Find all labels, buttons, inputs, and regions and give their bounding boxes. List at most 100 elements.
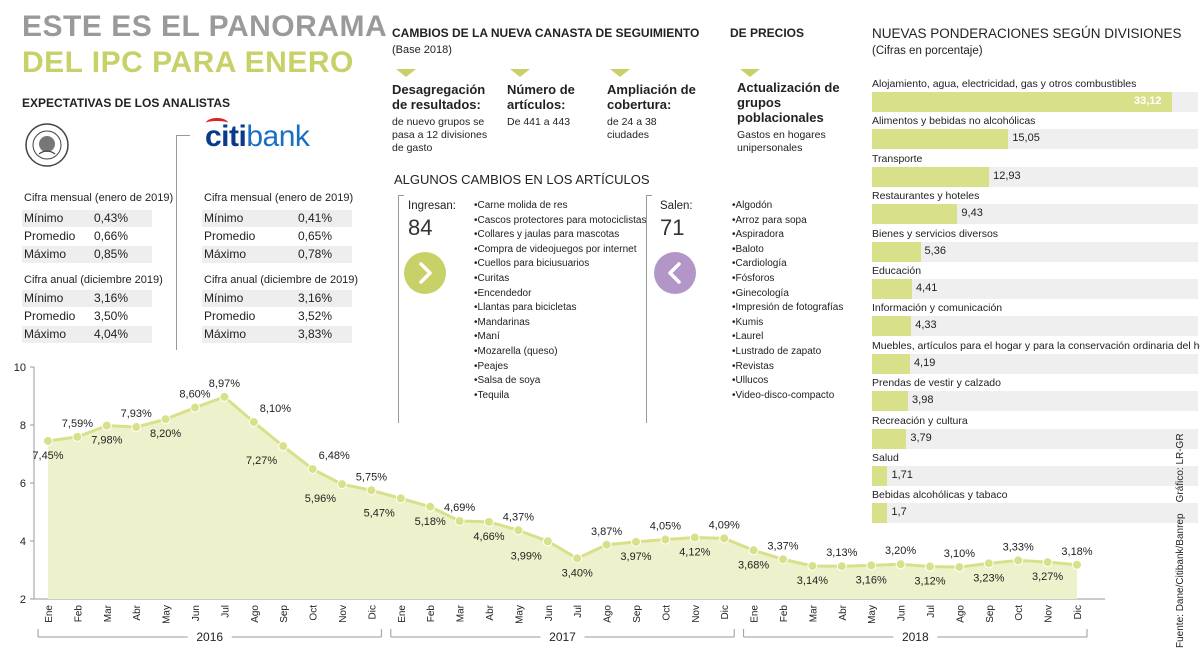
change-item-1: Desagregación de resultados: de nuevo gr… [392, 82, 492, 155]
main-title-line2: DEL IPC PARA ENERO [22, 46, 354, 79]
row-label: Máximo [204, 247, 247, 261]
weight-bar [872, 92, 1172, 112]
weights-chart: Alojamiento, agua, electricidad, gas y o… [872, 78, 1200, 528]
month-label: Oct [1014, 605, 1025, 621]
data-label: 3,87% [591, 526, 622, 538]
weight-label: Alimentos y bebidas no alcohólicas [872, 115, 1036, 128]
data-label: 3,12% [914, 576, 945, 588]
in-items-list: Carne molida de resCascos protectores pa… [474, 199, 647, 403]
data-label: 7,93% [121, 408, 152, 420]
data-point [337, 479, 347, 490]
in-list-item: Maní [474, 330, 646, 345]
table-row: Máximo 0,78% [202, 246, 352, 263]
out-list-item: Arroz para sopa [732, 214, 843, 229]
data-point [660, 534, 671, 545]
out-list-item: Ullucos [732, 374, 843, 389]
month-label: Dic [720, 605, 731, 619]
weight-label: Muebles, artículos para el hogar y para … [872, 339, 1200, 352]
row-label: Promedio [204, 229, 256, 243]
row-value: 0,66% [94, 229, 129, 243]
weight-bar [872, 166, 990, 187]
row-value: 4,04% [94, 327, 129, 341]
banrep-table: Cifra mensual (enero de 2019) Mínimo 0,43… [22, 192, 173, 352]
month-label: Sep [632, 605, 643, 623]
month-label: Oct [309, 605, 320, 621]
data-label: 4,05% [650, 521, 681, 533]
data-point [248, 417, 259, 428]
data-point [895, 559, 906, 570]
data-point [395, 493, 406, 504]
data-point [278, 441, 289, 452]
weight-label: Prendas de vestir y calzado [872, 377, 1001, 390]
month-label: Mar [456, 604, 467, 622]
weight-track [872, 391, 1198, 412]
change-title: Número de artículos: [507, 82, 575, 112]
table-row: Mínimo 3,16% [202, 290, 352, 307]
in-divider-tick [398, 195, 404, 196]
out-list-item: Baloto [732, 243, 843, 258]
weight-label: Transporte [872, 152, 923, 165]
data-point [43, 435, 53, 446]
month-label: Nov [338, 605, 349, 623]
row-label: Mínimo [24, 291, 64, 305]
out-items-list: AlgodónArroz para sopaAspiradoraBalotoCa… [732, 199, 844, 403]
data-point [101, 420, 112, 431]
chevron-left-icon [668, 262, 681, 284]
data-point [454, 515, 465, 526]
in-label: Ingresan: [408, 200, 456, 212]
citibank-arc [206, 118, 228, 128]
in-list-item: Cuellos para biciusuarios [474, 257, 646, 272]
table-row: Mínimo 3,16% [22, 290, 152, 307]
weight-bar [872, 241, 921, 262]
citi-table: Cifra mensual (enero de 2019) Mínimo 0,41… [202, 192, 358, 352]
out-list-item: Kumis [732, 316, 843, 331]
data-label: 3,10% [944, 548, 975, 560]
weight-track [872, 353, 1198, 374]
row-label: Mínimo [204, 291, 244, 305]
out-list-item: Aspiradora [732, 228, 843, 243]
weight-value: 3,98 [912, 394, 934, 407]
weight-bar [872, 316, 912, 337]
data-point [160, 414, 171, 425]
in-list-item: Curitas [474, 272, 646, 287]
data-label: 4,09% [709, 519, 740, 531]
weight-value: 33,12 [1134, 95, 1162, 107]
in-list-item: Carne molida de res [474, 199, 646, 214]
weight-label: Restaurantes y hoteles [872, 190, 980, 203]
change-arrow-2 [510, 69, 530, 77]
table-row: Promedio 0,66% [22, 228, 152, 245]
weight-value: 9,43 [961, 207, 983, 220]
data-label: 4,66% [473, 531, 504, 543]
analyst-divider-tick [176, 135, 190, 136]
data-label: 3,23% [973, 572, 1004, 584]
table-row: Promedio 0,65% [202, 228, 352, 245]
data-label: 3,13% [826, 547, 857, 559]
data-label: 3,14% [797, 575, 828, 587]
month-label: Jun [897, 605, 908, 621]
out-label: Salen: [660, 200, 693, 212]
basket-heading-a: CAMBIOS DE LA NUEVA CANASTA DE SEGUIMIEN… [392, 26, 700, 40]
data-label: 3,27% [1032, 571, 1063, 583]
y-tick-label: 2 [20, 594, 26, 606]
weight-bar [872, 428, 907, 449]
change-item-2: Número de artículos: De 441 a 443 [507, 82, 587, 129]
weight-bar [872, 129, 1009, 150]
weight-label: Bienes y servicios diversos [872, 227, 999, 240]
data-label: 4,37% [503, 511, 534, 523]
in-list-item: Mozarella (queso) [474, 345, 646, 360]
data-label: 3,40% [562, 567, 593, 579]
in-list-item: Compra de videojuegos por internet [474, 243, 646, 258]
row-value: 3,50% [94, 309, 129, 323]
month-label: Ene [397, 605, 408, 623]
out-list-item: Algodón [732, 199, 843, 214]
row-value: 0,43% [94, 211, 129, 225]
change-desc: de 24 a 38 ciudades [607, 116, 657, 141]
year-label: 2018 [902, 630, 929, 644]
banrep-monthly-header: Cifra mensual (enero de 2019) [24, 192, 174, 204]
change-arrow-4 [740, 69, 760, 77]
out-count: 71 [660, 215, 685, 240]
weight-track [872, 466, 1198, 486]
chevron-right-icon [419, 262, 432, 284]
weight-bar [872, 353, 910, 374]
data-label: 3,37% [767, 540, 798, 552]
